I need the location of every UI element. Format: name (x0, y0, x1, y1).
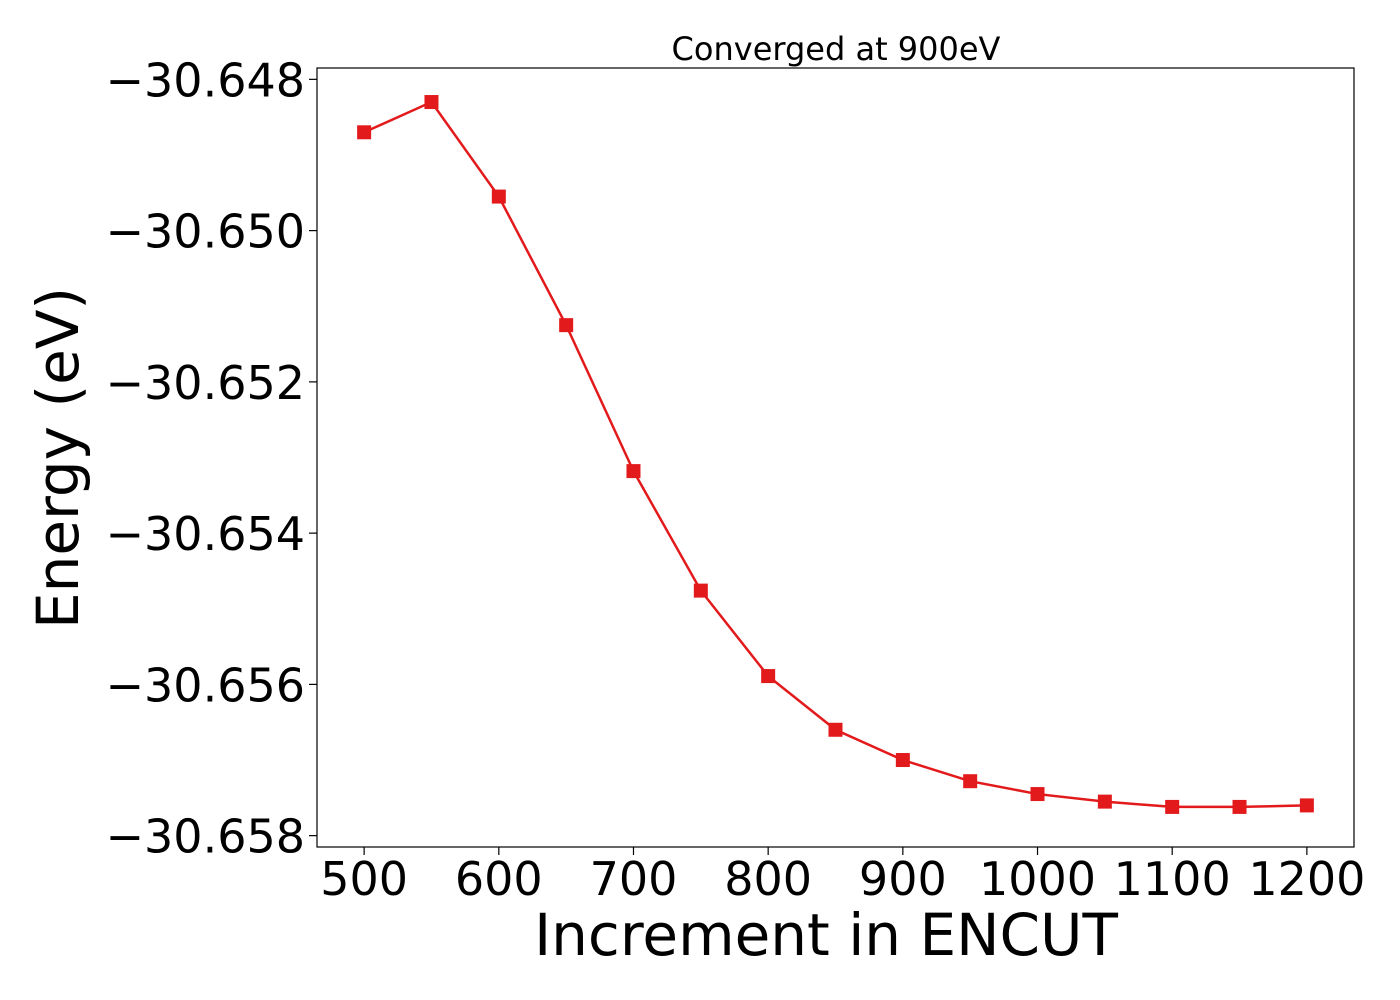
y-tick-label: −30.658 (106, 810, 306, 864)
x-tick-label: 500 (320, 852, 408, 906)
chart-title: Converged at 900eV (672, 30, 1001, 68)
y-tick-label: −30.648 (106, 53, 306, 107)
y-tick-label: −30.652 (106, 356, 306, 410)
data-point-marker (1165, 799, 1180, 814)
y-tick-label: −30.656 (106, 658, 306, 712)
plot-frame (316, 67, 1355, 848)
data-point-marker (626, 464, 641, 479)
x-tick-label: 700 (590, 852, 678, 906)
x-axis-ticks: 500 600 700 800 900 1000 1100 1200 (320, 847, 1365, 906)
y-axis-ticks: −30.648 −30.650 −30.652 −30.654 −30.656 −30.6… (106, 53, 317, 864)
y-tick-label: −30.650 (106, 205, 306, 259)
data-series (357, 95, 1314, 814)
x-tick-label: 1100 (1114, 852, 1231, 906)
series-line (363, 100, 1307, 809)
data-point-marker (1299, 798, 1314, 813)
x-axis-label: Increment in ENCUT (534, 901, 1118, 969)
x-tick-label: 1000 (979, 852, 1096, 906)
data-point-marker (1030, 787, 1045, 802)
y-tick-label: −30.654 (106, 507, 306, 561)
data-point-marker (1097, 794, 1112, 809)
data-point-marker (963, 774, 978, 789)
data-point-marker (761, 669, 776, 684)
data-point-marker (424, 95, 439, 110)
x-tick-label: 1200 (1248, 852, 1365, 906)
data-point-marker (357, 125, 372, 140)
x-tick-label: 800 (724, 852, 812, 906)
data-point-marker (828, 722, 843, 737)
data-point-marker (559, 318, 574, 333)
y-axis-label: Energy (eV) (24, 287, 92, 629)
data-point-marker (895, 753, 910, 768)
data-point-marker (693, 583, 708, 598)
data-point-marker (1232, 799, 1247, 814)
x-tick-label: 600 (455, 852, 543, 906)
x-tick-label: 900 (859, 852, 947, 906)
data-point-marker (491, 189, 506, 204)
